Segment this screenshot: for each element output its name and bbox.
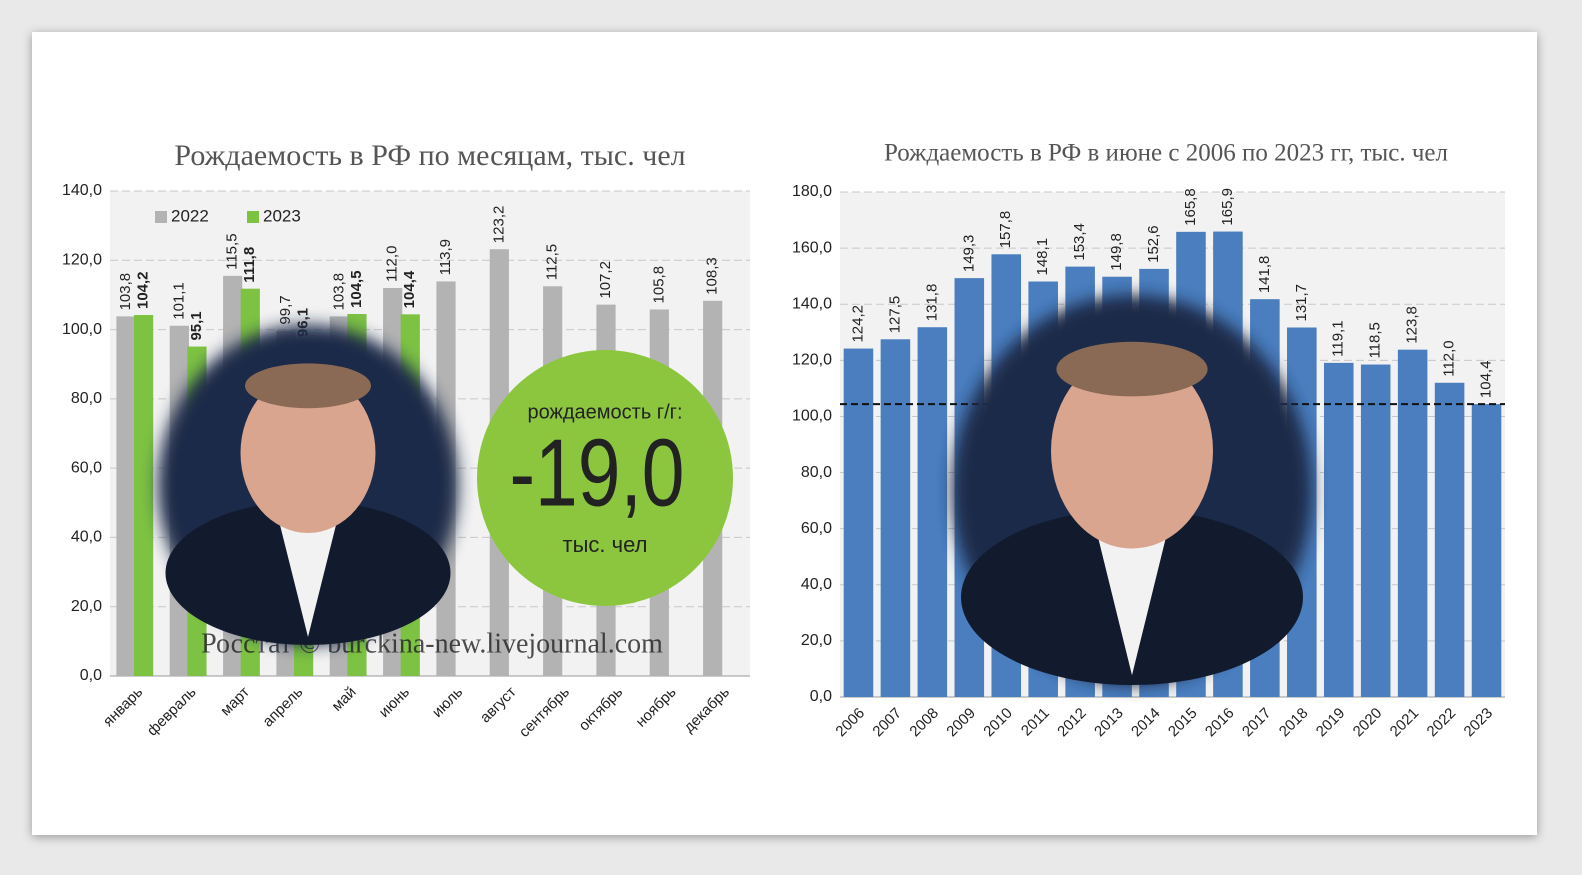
value-label: 148,1: [1034, 238, 1051, 276]
value-label: 104,4: [1477, 361, 1494, 399]
value-label: 107,2: [597, 261, 614, 299]
value-label: 119,1: [1330, 320, 1347, 356]
photo-hair: [245, 363, 371, 409]
annotation: тыс. чел: [563, 532, 648, 557]
value-label: 153,4: [1071, 223, 1088, 261]
value-label: 112,0: [1441, 340, 1458, 376]
y-tick-label: 160,0: [792, 239, 832, 256]
y-tick-label: 0,0: [80, 667, 102, 684]
y-tick-label: 140,0: [62, 182, 102, 199]
value-label: 108,3: [704, 257, 721, 295]
photo-face: [1051, 353, 1213, 549]
photo-face: [240, 373, 376, 533]
value-label: 104,4: [401, 270, 418, 308]
legend-swatch: [247, 211, 259, 223]
bar: [134, 315, 154, 676]
bar: [1471, 404, 1502, 697]
value-label: 152,6: [1145, 225, 1162, 263]
photo: [158, 325, 458, 645]
value-label: 115,5: [224, 233, 241, 269]
y-tick-label: 180,0: [792, 183, 832, 200]
annotation-circle: [477, 350, 733, 606]
bar: [880, 339, 911, 697]
annotation: -19,0: [509, 419, 684, 526]
y-tick-label: 120,0: [792, 352, 832, 369]
photo: [952, 295, 1312, 685]
value-label: 103,8: [330, 273, 347, 311]
value-label: 123,8: [1404, 306, 1421, 344]
y-tick-label: 60,0: [801, 520, 832, 537]
bar: [843, 348, 874, 697]
y-tick-label: 120,0: [62, 252, 102, 269]
value-label: 124,2: [849, 305, 866, 343]
y-tick-label: 140,0: [792, 295, 832, 312]
value-label: 149,8: [1108, 233, 1125, 271]
y-tick-label: 80,0: [71, 390, 102, 407]
photo-shirt: [278, 517, 338, 637]
value-label: 104,2: [135, 271, 152, 309]
bar: [1323, 362, 1354, 697]
value-label: 95,1: [188, 311, 205, 340]
value-label: 104,5: [348, 270, 365, 308]
value-label: 123,2: [490, 206, 507, 244]
value-label: 141,8: [1256, 256, 1273, 294]
bar: [116, 316, 136, 676]
photo-hair: [1056, 341, 1208, 397]
y-tick-label: 20,0: [801, 632, 832, 649]
value-label: 165,9: [1219, 188, 1236, 226]
value-label: 103,8: [117, 273, 134, 311]
y-tick-label: 40,0: [71, 529, 102, 546]
bar: [1397, 349, 1428, 697]
y-tick-label: 0,0: [810, 688, 832, 705]
value-label: 99,7: [277, 295, 294, 324]
value-label: 101,1: [170, 282, 187, 320]
value-label: 127,5: [886, 296, 903, 334]
value-label: 131,8: [923, 284, 940, 322]
value-label: 157,8: [997, 211, 1014, 249]
chart-title: Рождаемость в РФ по месяцам, тыс. чел: [174, 139, 685, 172]
legend-swatch: [155, 211, 167, 223]
value-label: 113,9: [437, 239, 454, 275]
value-label: 149,3: [960, 235, 977, 273]
photo-shirt: [1096, 529, 1168, 676]
value-label: 165,8: [1182, 188, 1199, 226]
bar: [1360, 364, 1391, 697]
bar: [917, 327, 948, 697]
y-tick-label: 100,0: [792, 408, 832, 425]
legend-label: 2023: [263, 206, 301, 225]
annotation: рождаемость г/г:: [527, 401, 682, 423]
bar: [1434, 382, 1465, 697]
value-label: 112,5: [544, 244, 561, 280]
chart-title: Рождаемость в РФ в июне с 2006 по 2023 г…: [884, 140, 1448, 167]
y-tick-label: 100,0: [62, 321, 102, 338]
value-label: 105,8: [650, 266, 667, 304]
value-label: 112,0: [384, 246, 401, 282]
value-label: 131,7: [1293, 284, 1310, 322]
value-label: 118,5: [1367, 322, 1384, 358]
y-tick-label: 20,0: [71, 598, 102, 615]
y-tick-label: 40,0: [801, 576, 832, 593]
legend-label: 2022: [171, 206, 209, 225]
y-tick-label: 60,0: [71, 459, 102, 476]
y-tick-label: 80,0: [801, 464, 832, 481]
value-label: 111,8: [241, 247, 258, 283]
